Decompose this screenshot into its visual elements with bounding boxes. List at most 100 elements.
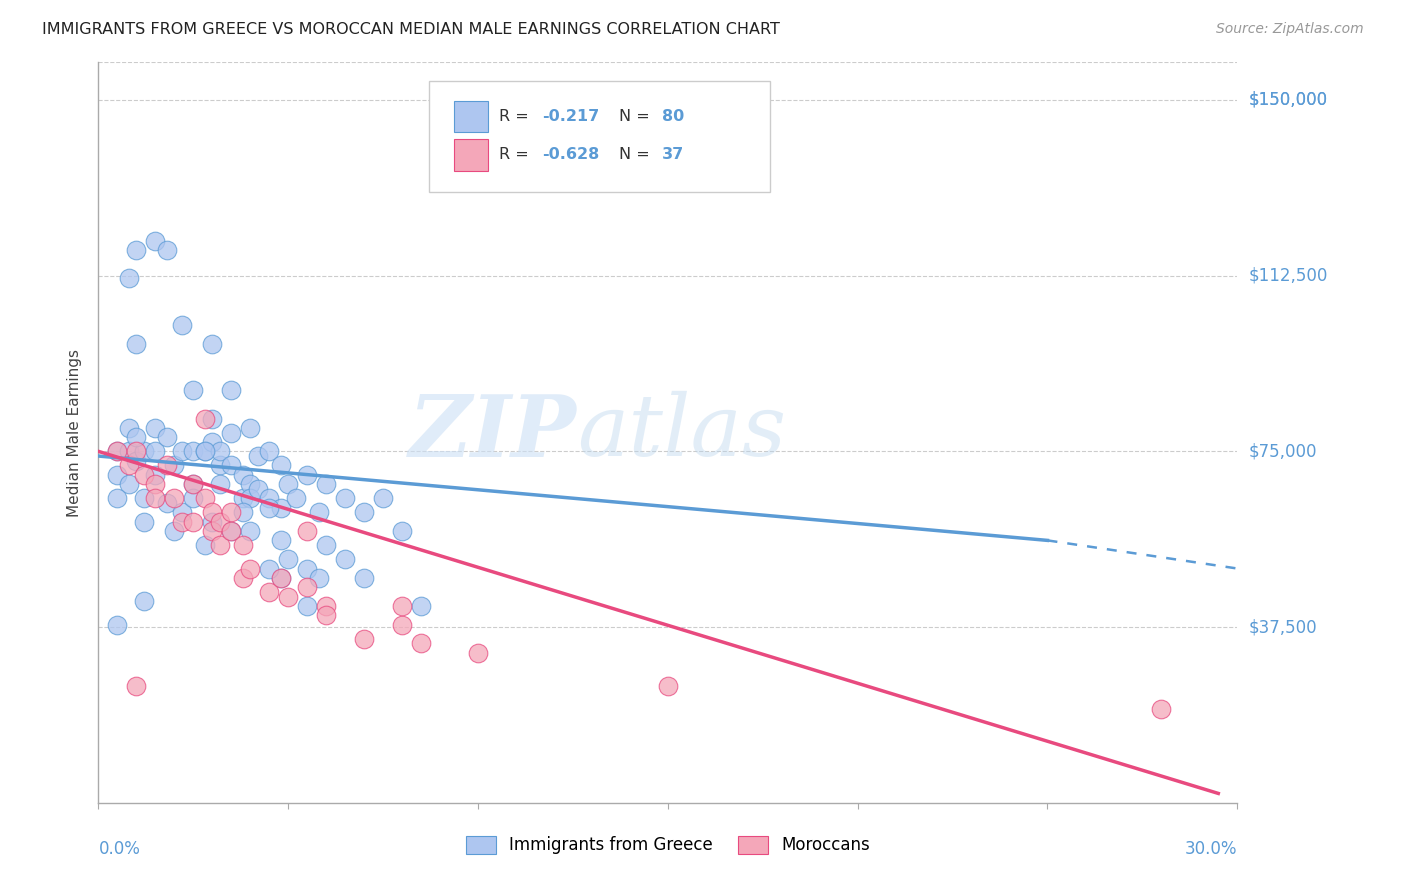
Point bbox=[259, 561, 281, 575]
Point bbox=[145, 234, 167, 248]
Point bbox=[156, 243, 179, 257]
Point bbox=[156, 458, 179, 473]
Point bbox=[163, 491, 186, 506]
Point bbox=[221, 524, 243, 538]
Point bbox=[315, 477, 337, 491]
Point bbox=[118, 458, 141, 473]
Text: ZIP: ZIP bbox=[409, 391, 576, 475]
Point bbox=[132, 444, 155, 458]
Point bbox=[270, 500, 292, 515]
Point bbox=[201, 515, 224, 529]
Point bbox=[183, 384, 205, 398]
Point bbox=[297, 467, 319, 482]
Point bbox=[284, 491, 307, 506]
Point bbox=[1150, 702, 1173, 716]
Text: $150,000: $150,000 bbox=[1249, 91, 1327, 109]
Point bbox=[208, 458, 231, 473]
Point bbox=[145, 477, 167, 491]
Point bbox=[259, 500, 281, 515]
Text: IMMIGRANTS FROM GREECE VS MOROCCAN MEDIAN MALE EARNINGS CORRELATION CHART: IMMIGRANTS FROM GREECE VS MOROCCAN MEDIA… bbox=[42, 22, 780, 37]
Point bbox=[170, 318, 193, 332]
Text: -0.628: -0.628 bbox=[543, 147, 600, 162]
Point bbox=[259, 444, 281, 458]
Point bbox=[183, 477, 205, 491]
Point bbox=[145, 467, 167, 482]
Point bbox=[194, 444, 217, 458]
Point bbox=[232, 571, 254, 585]
Text: 37: 37 bbox=[662, 147, 685, 162]
Point bbox=[201, 336, 224, 351]
Point bbox=[411, 599, 433, 613]
Point bbox=[391, 524, 413, 538]
Point bbox=[297, 580, 319, 594]
Point bbox=[335, 491, 357, 506]
Point bbox=[132, 515, 155, 529]
Point bbox=[270, 458, 292, 473]
Point bbox=[208, 538, 231, 552]
Text: $37,500: $37,500 bbox=[1249, 618, 1317, 636]
Text: $75,000: $75,000 bbox=[1249, 442, 1317, 460]
Point bbox=[353, 571, 375, 585]
Point bbox=[335, 552, 357, 566]
Point bbox=[315, 599, 337, 613]
Point bbox=[107, 467, 129, 482]
Point bbox=[107, 444, 129, 458]
Legend: Immigrants from Greece, Moroccans: Immigrants from Greece, Moroccans bbox=[460, 829, 876, 861]
Point bbox=[156, 496, 179, 510]
Text: -0.217: -0.217 bbox=[543, 109, 600, 124]
Text: 0.0%: 0.0% bbox=[98, 840, 141, 858]
Point bbox=[315, 608, 337, 623]
Text: Source: ZipAtlas.com: Source: ZipAtlas.com bbox=[1216, 22, 1364, 37]
Point bbox=[194, 444, 217, 458]
Point bbox=[118, 271, 141, 285]
Point bbox=[118, 477, 141, 491]
Point bbox=[183, 491, 205, 506]
Point bbox=[391, 617, 413, 632]
Point bbox=[194, 411, 217, 425]
Point bbox=[170, 444, 193, 458]
Point bbox=[194, 538, 217, 552]
Point bbox=[308, 505, 330, 519]
Point bbox=[297, 561, 319, 575]
Text: R =: R = bbox=[499, 147, 534, 162]
Point bbox=[239, 477, 262, 491]
Y-axis label: Median Male Earnings: Median Male Earnings bbox=[67, 349, 83, 516]
Point bbox=[194, 491, 217, 506]
Point bbox=[163, 524, 186, 538]
Point bbox=[232, 538, 254, 552]
Point bbox=[232, 505, 254, 519]
Point bbox=[201, 411, 224, 425]
Point bbox=[657, 679, 679, 693]
Point bbox=[145, 421, 167, 435]
Point bbox=[353, 632, 375, 646]
Text: $150,000: $150,000 bbox=[1249, 91, 1327, 109]
Point bbox=[221, 524, 243, 538]
Point bbox=[125, 454, 148, 468]
Point bbox=[156, 430, 179, 444]
Point bbox=[277, 590, 299, 604]
Point bbox=[221, 425, 243, 440]
Point bbox=[201, 435, 224, 450]
Point bbox=[208, 477, 231, 491]
Point bbox=[297, 599, 319, 613]
Point bbox=[232, 467, 254, 482]
Point bbox=[201, 505, 224, 519]
Text: 30.0%: 30.0% bbox=[1185, 840, 1237, 858]
Text: $112,500: $112,500 bbox=[1249, 267, 1327, 285]
Point bbox=[118, 421, 141, 435]
Bar bbox=[454, 101, 488, 132]
Point bbox=[315, 538, 337, 552]
Point bbox=[221, 384, 243, 398]
Point bbox=[107, 491, 129, 506]
Point bbox=[132, 467, 155, 482]
Point bbox=[183, 515, 205, 529]
Point bbox=[391, 599, 413, 613]
Point bbox=[371, 491, 394, 506]
Point bbox=[183, 477, 205, 491]
Text: R =: R = bbox=[499, 109, 534, 124]
Point bbox=[270, 533, 292, 548]
Point bbox=[239, 421, 262, 435]
Point bbox=[125, 679, 148, 693]
Point bbox=[208, 444, 231, 458]
Point bbox=[232, 491, 254, 506]
